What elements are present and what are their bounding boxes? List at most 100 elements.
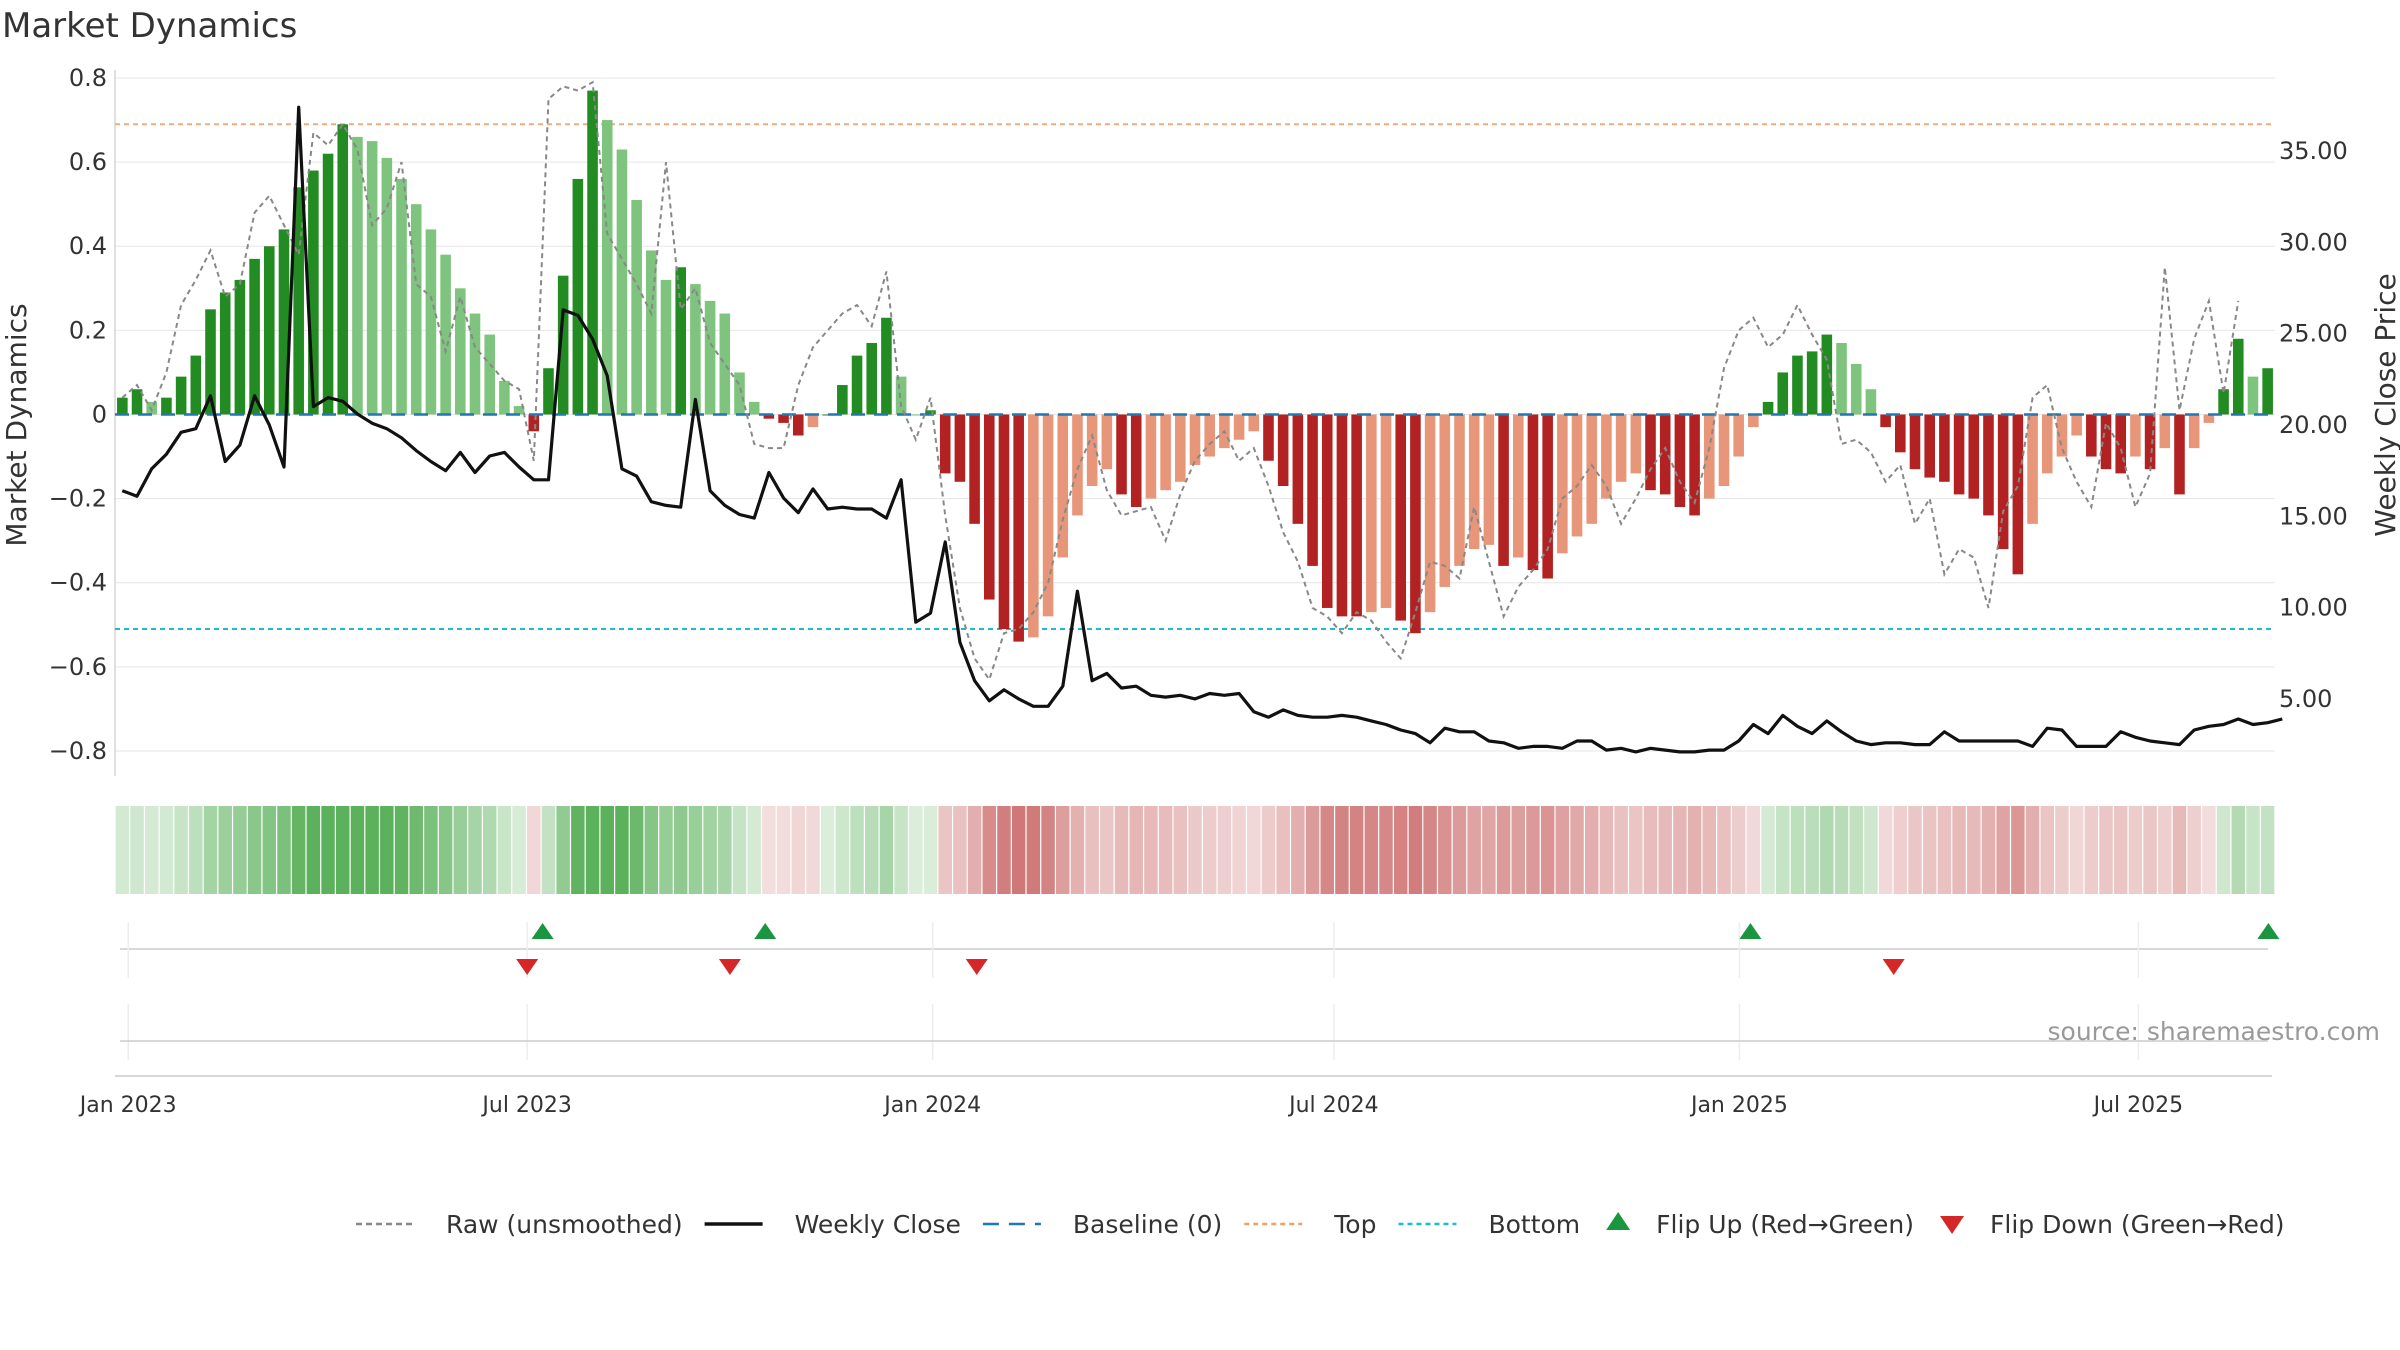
regime-ribbon-cell — [1908, 806, 1922, 894]
regime-ribbon-cell — [644, 806, 659, 894]
momentum-bar — [1718, 414, 1730, 486]
momentum-bar — [161, 397, 172, 415]
momentum-bar — [2247, 376, 2259, 415]
regime-ribbon-cell — [1202, 806, 1217, 894]
legend-item-flip_down: Flip Down (Green→Red) — [1940, 1210, 2285, 1239]
regime-ribbon-cell — [527, 806, 541, 894]
regime-ribbon-cell — [306, 806, 321, 894]
y-left-tick-label: 0.4 — [69, 232, 107, 260]
regime-ribbon-cell — [2128, 806, 2143, 894]
legend-label: Flip Down (Green→Red) — [1990, 1210, 2285, 1239]
momentum-bar — [455, 288, 466, 415]
y-left-tick-label: −0.4 — [49, 569, 107, 597]
regime-ribbon-cell — [923, 806, 938, 894]
regime-ribbon-cell — [336, 806, 350, 894]
regime-ribbon-cell — [1393, 806, 1408, 894]
legend-item-bottom: Bottom — [1398, 1210, 1580, 1239]
regime-ribbon-cell — [2025, 806, 2040, 894]
momentum-bar — [1424, 414, 1436, 613]
regime-ribbon-cell — [820, 806, 835, 894]
momentum-bar — [2203, 414, 2215, 423]
regime-ribbon-cell — [1173, 806, 1188, 894]
regime-ribbon-cell — [1408, 806, 1423, 894]
y-left-tick-label: −0.2 — [49, 485, 107, 513]
y-left-tick-label: −0.6 — [49, 653, 107, 681]
regime-ribbon-cell — [673, 806, 688, 894]
regime-ribbon-cell — [953, 806, 967, 894]
regime-ribbon-cell — [1761, 806, 1775, 894]
momentum-bar — [998, 414, 1010, 629]
momentum-bar — [146, 401, 158, 415]
regime-ribbon-cell — [659, 806, 673, 894]
legend-swatch — [1606, 1212, 1631, 1230]
momentum-bar — [396, 178, 407, 415]
momentum-bar — [1909, 414, 1921, 470]
flip-down-marker — [718, 959, 741, 975]
y-right-tick-label: 35.00 — [2279, 137, 2348, 165]
y-right-tick-label: 10.00 — [2279, 594, 2348, 622]
legend-swatch — [1940, 1216, 1965, 1234]
momentum-bar — [734, 372, 745, 415]
regime-ribbon-cell — [203, 806, 218, 894]
momentum-bar — [1512, 414, 1524, 558]
regime-ribbon-cell — [380, 806, 394, 894]
regime-ribbon-cell — [512, 806, 526, 894]
regime-ribbon-cell — [1511, 806, 1526, 894]
y-left-tick-label: −0.8 — [49, 737, 107, 765]
regime-ribbon-cell — [1849, 806, 1863, 894]
momentum-bar — [205, 309, 216, 415]
momentum-bar — [2218, 389, 2229, 415]
regime-ribbon-cell — [394, 806, 409, 894]
momentum-bar — [1792, 355, 1803, 415]
momentum-bar — [1468, 414, 1480, 550]
momentum-bar — [278, 229, 290, 415]
momentum-bar — [1865, 389, 1877, 415]
momentum-bar — [969, 414, 980, 524]
momentum-bar — [499, 380, 510, 415]
regime-ribbon-cell — [791, 806, 806, 894]
legend-label: Top — [1333, 1210, 1376, 1239]
regime-ribbon-cell — [1555, 806, 1570, 894]
momentum-bar — [322, 153, 334, 415]
momentum-bar — [2027, 414, 2038, 524]
momentum-bar — [1924, 414, 1935, 478]
momentum-bar — [1939, 414, 1950, 482]
regime-ribbon-cell — [1776, 806, 1790, 894]
legend-label: Flip Up (Red→Green) — [1656, 1210, 1914, 1239]
momentum-bar — [1968, 414, 1980, 499]
regime-ribbon-cell — [1937, 806, 1952, 894]
regime-ribbon-cell — [1188, 806, 1202, 894]
regime-ribbon-cell — [1364, 806, 1379, 894]
momentum-bar — [851, 355, 863, 415]
momentum-bar — [1630, 414, 1642, 474]
momentum-bar — [1116, 414, 1127, 495]
regime-ribbon-cell — [1158, 806, 1173, 894]
x-tick-label: Jan 2025 — [1689, 1093, 1788, 1118]
momentum-bar — [1233, 414, 1245, 440]
momentum-bar — [1028, 414, 1039, 638]
regime-ribbon-cell — [130, 806, 144, 894]
regime-ribbon-cell — [718, 806, 732, 894]
regime-ribbon-cell — [144, 806, 159, 894]
momentum-bar — [2056, 414, 2068, 457]
regime-ribbon-cell — [997, 806, 1011, 894]
regime-ribbon-cell — [1482, 806, 1496, 894]
momentum-bar — [2174, 414, 2185, 495]
regime-ribbon-cell — [1570, 806, 1584, 894]
regime-ribbon-cell — [835, 806, 850, 894]
momentum-bar — [263, 246, 275, 415]
flip-down-marker — [1882, 959, 1905, 975]
regime-ribbon-cell — [541, 806, 556, 894]
momentum-bar — [1277, 414, 1289, 486]
momentum-bar — [1615, 414, 1627, 482]
momentum-bar — [1321, 414, 1333, 608]
regime-ribbon-cell — [2113, 806, 2128, 894]
momentum-bar — [175, 376, 187, 415]
regime-ribbon-cell — [615, 806, 629, 894]
regime-ribbon-cell — [1643, 806, 1658, 894]
momentum-bar — [293, 187, 304, 415]
momentum-bar — [1527, 414, 1539, 571]
regime-ribbon-cell — [938, 806, 952, 894]
momentum-bar — [837, 385, 848, 415]
